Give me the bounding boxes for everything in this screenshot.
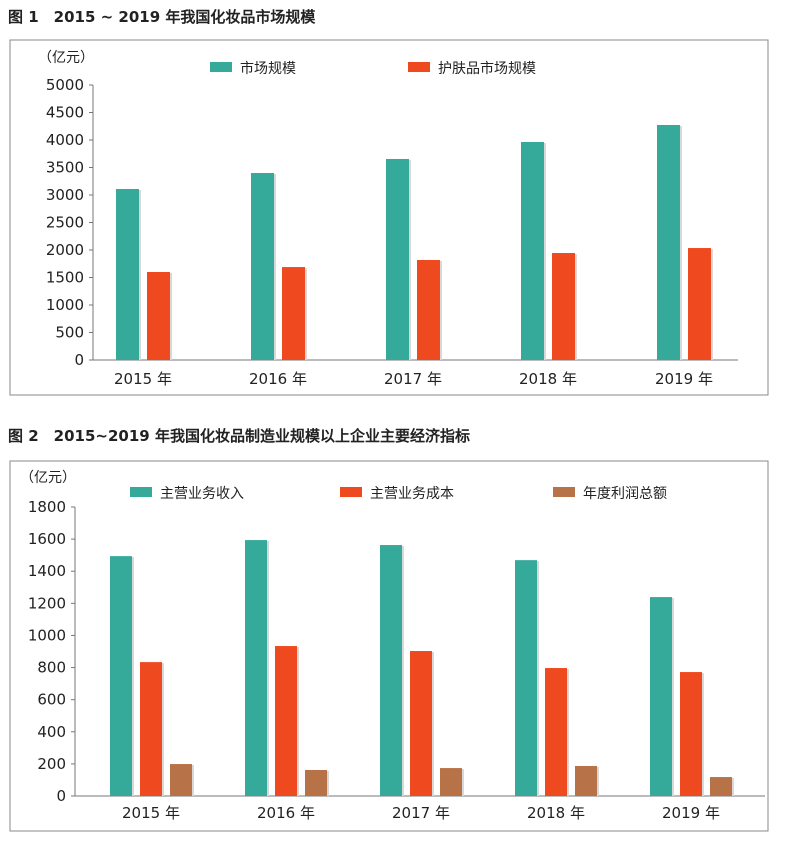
bar-1 bbox=[380, 545, 402, 796]
bar-1 bbox=[657, 124, 680, 360]
bar-2 bbox=[410, 651, 432, 796]
y-axis-label: （亿元） bbox=[20, 470, 76, 486]
bar-3 bbox=[575, 765, 597, 796]
bar-2 bbox=[417, 260, 440, 360]
y-tick-label: 1400 bbox=[28, 562, 66, 580]
y-tick-label: 200 bbox=[37, 755, 66, 773]
chart-title: 图 1 2015 ~ 2019 年我国化妆品市场规模 bbox=[8, 8, 316, 26]
x-tick-label: 2018 年 bbox=[527, 804, 585, 822]
y-tick-label: 1600 bbox=[28, 530, 66, 548]
x-tick-label: 2018 年 bbox=[519, 370, 577, 388]
legend-label: 主营业务成本 bbox=[370, 486, 454, 502]
legend-swatch bbox=[408, 62, 430, 72]
chart-title: 图 2 2015~2019 年我国化妆品制造业规模以上企业主要经济指标 bbox=[8, 427, 470, 445]
y-tick-label: 500 bbox=[55, 324, 84, 342]
y-tick-label: 800 bbox=[37, 659, 66, 677]
legend-swatch bbox=[130, 487, 152, 497]
bar-1 bbox=[521, 141, 544, 360]
x-tick-label: 2016 年 bbox=[249, 370, 307, 388]
legend-label: 护肤品市场规模 bbox=[438, 60, 536, 77]
bar-2 bbox=[282, 267, 305, 360]
bar-2 bbox=[140, 662, 162, 796]
y-tick-label: 4500 bbox=[46, 104, 84, 122]
bar-2 bbox=[552, 253, 575, 360]
x-tick-label: 2019 年 bbox=[662, 804, 720, 822]
y-tick-label: 5000 bbox=[46, 76, 84, 94]
y-tick-label: 0 bbox=[56, 787, 66, 805]
legend-label: 年度利润总额 bbox=[583, 486, 667, 502]
bar-1 bbox=[386, 158, 409, 360]
bar-2 bbox=[545, 668, 567, 796]
y-tick-label: 1500 bbox=[46, 269, 84, 287]
bar-1 bbox=[110, 556, 132, 796]
x-tick-label: 2017 年 bbox=[392, 804, 450, 822]
bar-1 bbox=[116, 189, 139, 360]
y-tick-label: 0 bbox=[74, 351, 84, 369]
bar-1 bbox=[650, 597, 672, 796]
y-tick-label: 2000 bbox=[46, 241, 84, 259]
legend-swatch bbox=[553, 487, 575, 497]
bar-2 bbox=[680, 672, 702, 796]
bar-3 bbox=[710, 777, 732, 796]
chart-frame bbox=[9, 39, 769, 396]
bar-2 bbox=[688, 248, 711, 360]
legend-swatch bbox=[210, 62, 232, 72]
bar-1 bbox=[515, 560, 537, 796]
y-tick-label: 1000 bbox=[46, 296, 84, 314]
y-tick-label: 600 bbox=[37, 691, 66, 709]
bar-3 bbox=[440, 768, 462, 796]
y-tick-label: 1200 bbox=[28, 594, 66, 612]
y-tick-label: 3500 bbox=[46, 159, 84, 177]
chart-frame bbox=[9, 460, 769, 832]
x-tick-label: 2016 年 bbox=[257, 804, 315, 822]
y-tick-label: 1000 bbox=[28, 626, 66, 644]
y-tick-label: 3000 bbox=[46, 186, 84, 204]
bar-2 bbox=[275, 646, 297, 796]
bar-1 bbox=[245, 540, 267, 796]
y-tick-label: 2500 bbox=[46, 214, 84, 232]
legend-swatch bbox=[340, 487, 362, 497]
y-tick-label: 400 bbox=[37, 723, 66, 741]
bar-3 bbox=[305, 769, 327, 796]
bar-2 bbox=[147, 272, 170, 360]
y-tick-label: 1800 bbox=[28, 498, 66, 516]
bar-1 bbox=[251, 173, 274, 360]
x-tick-label: 2015 年 bbox=[114, 370, 172, 388]
legend-label: 主营业务收入 bbox=[160, 486, 244, 502]
bar-3 bbox=[170, 764, 192, 796]
x-tick-label: 2015 年 bbox=[122, 804, 180, 822]
y-axis-label: （亿元） bbox=[38, 50, 94, 66]
x-tick-label: 2019 年 bbox=[655, 370, 713, 388]
x-tick-label: 2017 年 bbox=[384, 370, 442, 388]
y-tick-label: 4000 bbox=[46, 131, 84, 149]
legend-label: 市场规模 bbox=[240, 60, 296, 77]
